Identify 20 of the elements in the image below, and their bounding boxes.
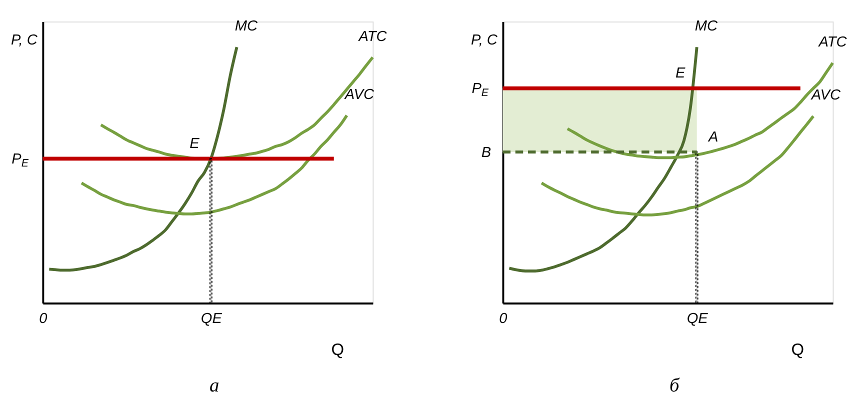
series-label: AVC	[810, 88, 841, 104]
x-axis-title: Q	[791, 340, 804, 359]
annotation: B	[481, 144, 492, 161]
series-label: MC	[234, 18, 258, 35]
x-axis-title: Q	[331, 340, 344, 359]
y-axis-title: P, C	[10, 32, 38, 48]
series-label: MC	[694, 18, 718, 35]
text: а	[209, 375, 220, 396]
y-axis-title: P, C	[470, 32, 498, 48]
annotation: E	[190, 136, 200, 152]
annotation: E	[676, 66, 686, 82]
series-label: ATC	[818, 34, 848, 50]
x-tick-label: 0	[499, 310, 508, 327]
series-label: AVC	[344, 86, 374, 103]
x-tick-label: QE	[200, 310, 222, 327]
text: б	[669, 375, 680, 396]
annotation: A	[708, 129, 718, 146]
series-label: ATC	[358, 28, 388, 45]
x-tick-label: 0	[39, 310, 48, 327]
x-tick-label: QE	[686, 310, 708, 327]
